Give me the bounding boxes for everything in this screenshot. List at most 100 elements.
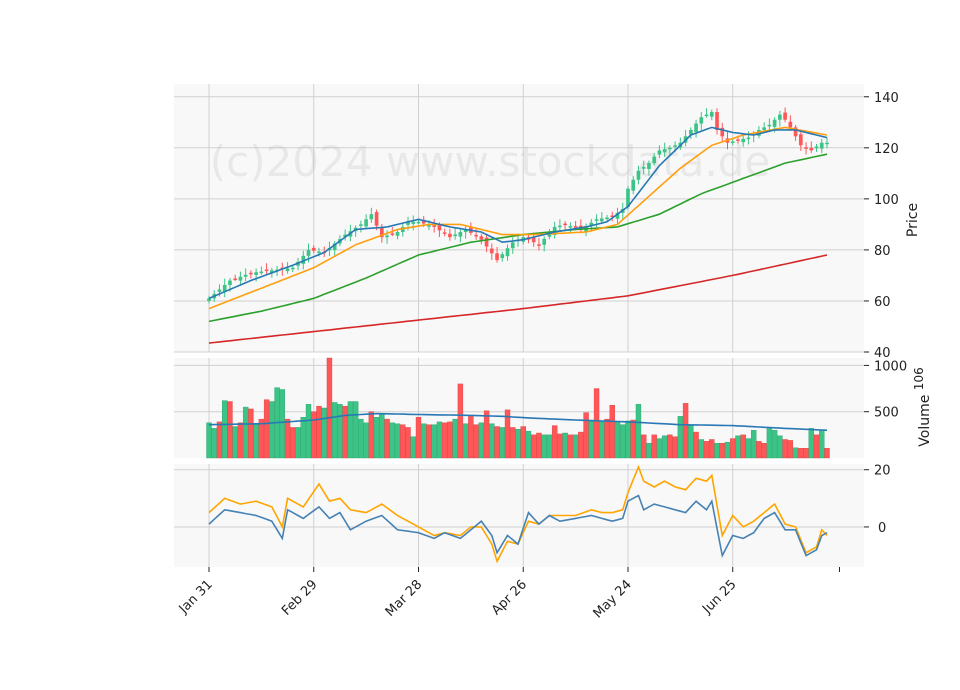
candle-body (704, 114, 709, 117)
candle-body (599, 218, 604, 222)
volume-bar (431, 424, 437, 459)
volume-bar (630, 419, 636, 459)
volume-bar (510, 427, 516, 459)
candle-body (809, 147, 814, 151)
volume-bar (337, 404, 343, 459)
volume-bar (384, 418, 390, 459)
volume-ma-line (208, 412, 828, 431)
volume-bar (750, 430, 757, 459)
volume-bar (373, 417, 380, 459)
candle-body (804, 147, 808, 149)
candle-body (448, 233, 452, 238)
candle-body (479, 236, 484, 240)
volume-bar (368, 411, 375, 459)
candle-body (364, 219, 368, 227)
candle-body (238, 276, 243, 281)
candle-body (495, 253, 499, 261)
panel-backgrounds (174, 84, 864, 567)
candle-body (767, 124, 772, 127)
candle-body (589, 222, 594, 227)
candle-body (605, 217, 609, 220)
price-tick-label: 120 (874, 142, 899, 157)
candle-body (798, 134, 803, 146)
volume-bar (756, 441, 762, 459)
volume-bar (389, 422, 395, 459)
volume-bar (426, 424, 432, 459)
candle-body (379, 227, 384, 238)
volume-bar (394, 423, 401, 459)
price-tick-label: 100 (874, 193, 899, 208)
volume-bar (206, 422, 212, 459)
volume-bar (609, 405, 615, 459)
volume-bar (819, 430, 825, 459)
volume-bar (300, 417, 306, 459)
candle-body (778, 114, 782, 120)
volume-bar (321, 407, 327, 459)
candle-body (547, 232, 552, 237)
volume-bar (363, 422, 369, 459)
candle-body (573, 226, 578, 228)
candle-body (594, 219, 599, 221)
volume-bar (824, 448, 830, 459)
candle-body (694, 123, 698, 132)
candle-body (652, 156, 657, 164)
candle-body (772, 119, 777, 127)
volume-bar (258, 418, 265, 459)
volume-bar (777, 435, 783, 459)
price-tick-label: 80 (874, 244, 891, 259)
volume-bar (551, 425, 558, 459)
candle-body (474, 234, 478, 237)
price-tick-label: 40 (874, 346, 891, 361)
candle-body (416, 221, 421, 224)
oscillator-panel (208, 464, 828, 564)
volume-bar (730, 438, 736, 459)
volume-tick-label: 500 (874, 406, 899, 421)
candle-body (427, 225, 431, 227)
volume-bar (745, 438, 752, 459)
volume-bar (803, 448, 809, 459)
candle-body (568, 226, 573, 228)
volume-bar (494, 426, 500, 459)
candle-body (285, 268, 290, 272)
candle-body (222, 285, 227, 292)
candle-body (783, 112, 787, 120)
volume-bar (787, 440, 794, 459)
volume-bar (279, 389, 286, 459)
volume-panel (206, 357, 830, 459)
volume-bar (316, 405, 322, 459)
volume-bar (714, 442, 720, 459)
volume-bar (688, 424, 694, 459)
oscillator-tick-label: 20 (874, 464, 891, 479)
candle-body (385, 235, 389, 238)
price-tick-label: 140 (874, 91, 899, 106)
candle-body (259, 271, 264, 274)
volume-bar (452, 418, 458, 459)
candle-body (359, 224, 363, 226)
price-axis-title: Price (905, 203, 921, 237)
candle-body (264, 269, 269, 272)
candle-body (736, 139, 740, 141)
volume-bar (326, 357, 333, 459)
candle-body (814, 146, 819, 149)
candle-body (746, 137, 751, 140)
volume-bar (567, 434, 574, 459)
candle-body (207, 298, 211, 301)
volume-bar (290, 427, 296, 459)
candle-body (437, 224, 442, 231)
volume-bar (703, 441, 710, 459)
candle-body (432, 225, 437, 227)
candle-body (825, 142, 829, 145)
volume-bar (269, 401, 275, 459)
volume-bar (227, 401, 233, 459)
candle-body (369, 214, 374, 220)
candle-body (610, 215, 615, 218)
price-panel (207, 107, 829, 344)
volume-bar (593, 388, 600, 459)
volume-bar (625, 420, 631, 459)
volume-bar (682, 403, 689, 459)
candle-body (505, 248, 510, 257)
candle-body (411, 221, 416, 224)
candle-body (500, 254, 505, 259)
ma-mid-line (208, 126, 828, 310)
candle-body (715, 112, 719, 130)
